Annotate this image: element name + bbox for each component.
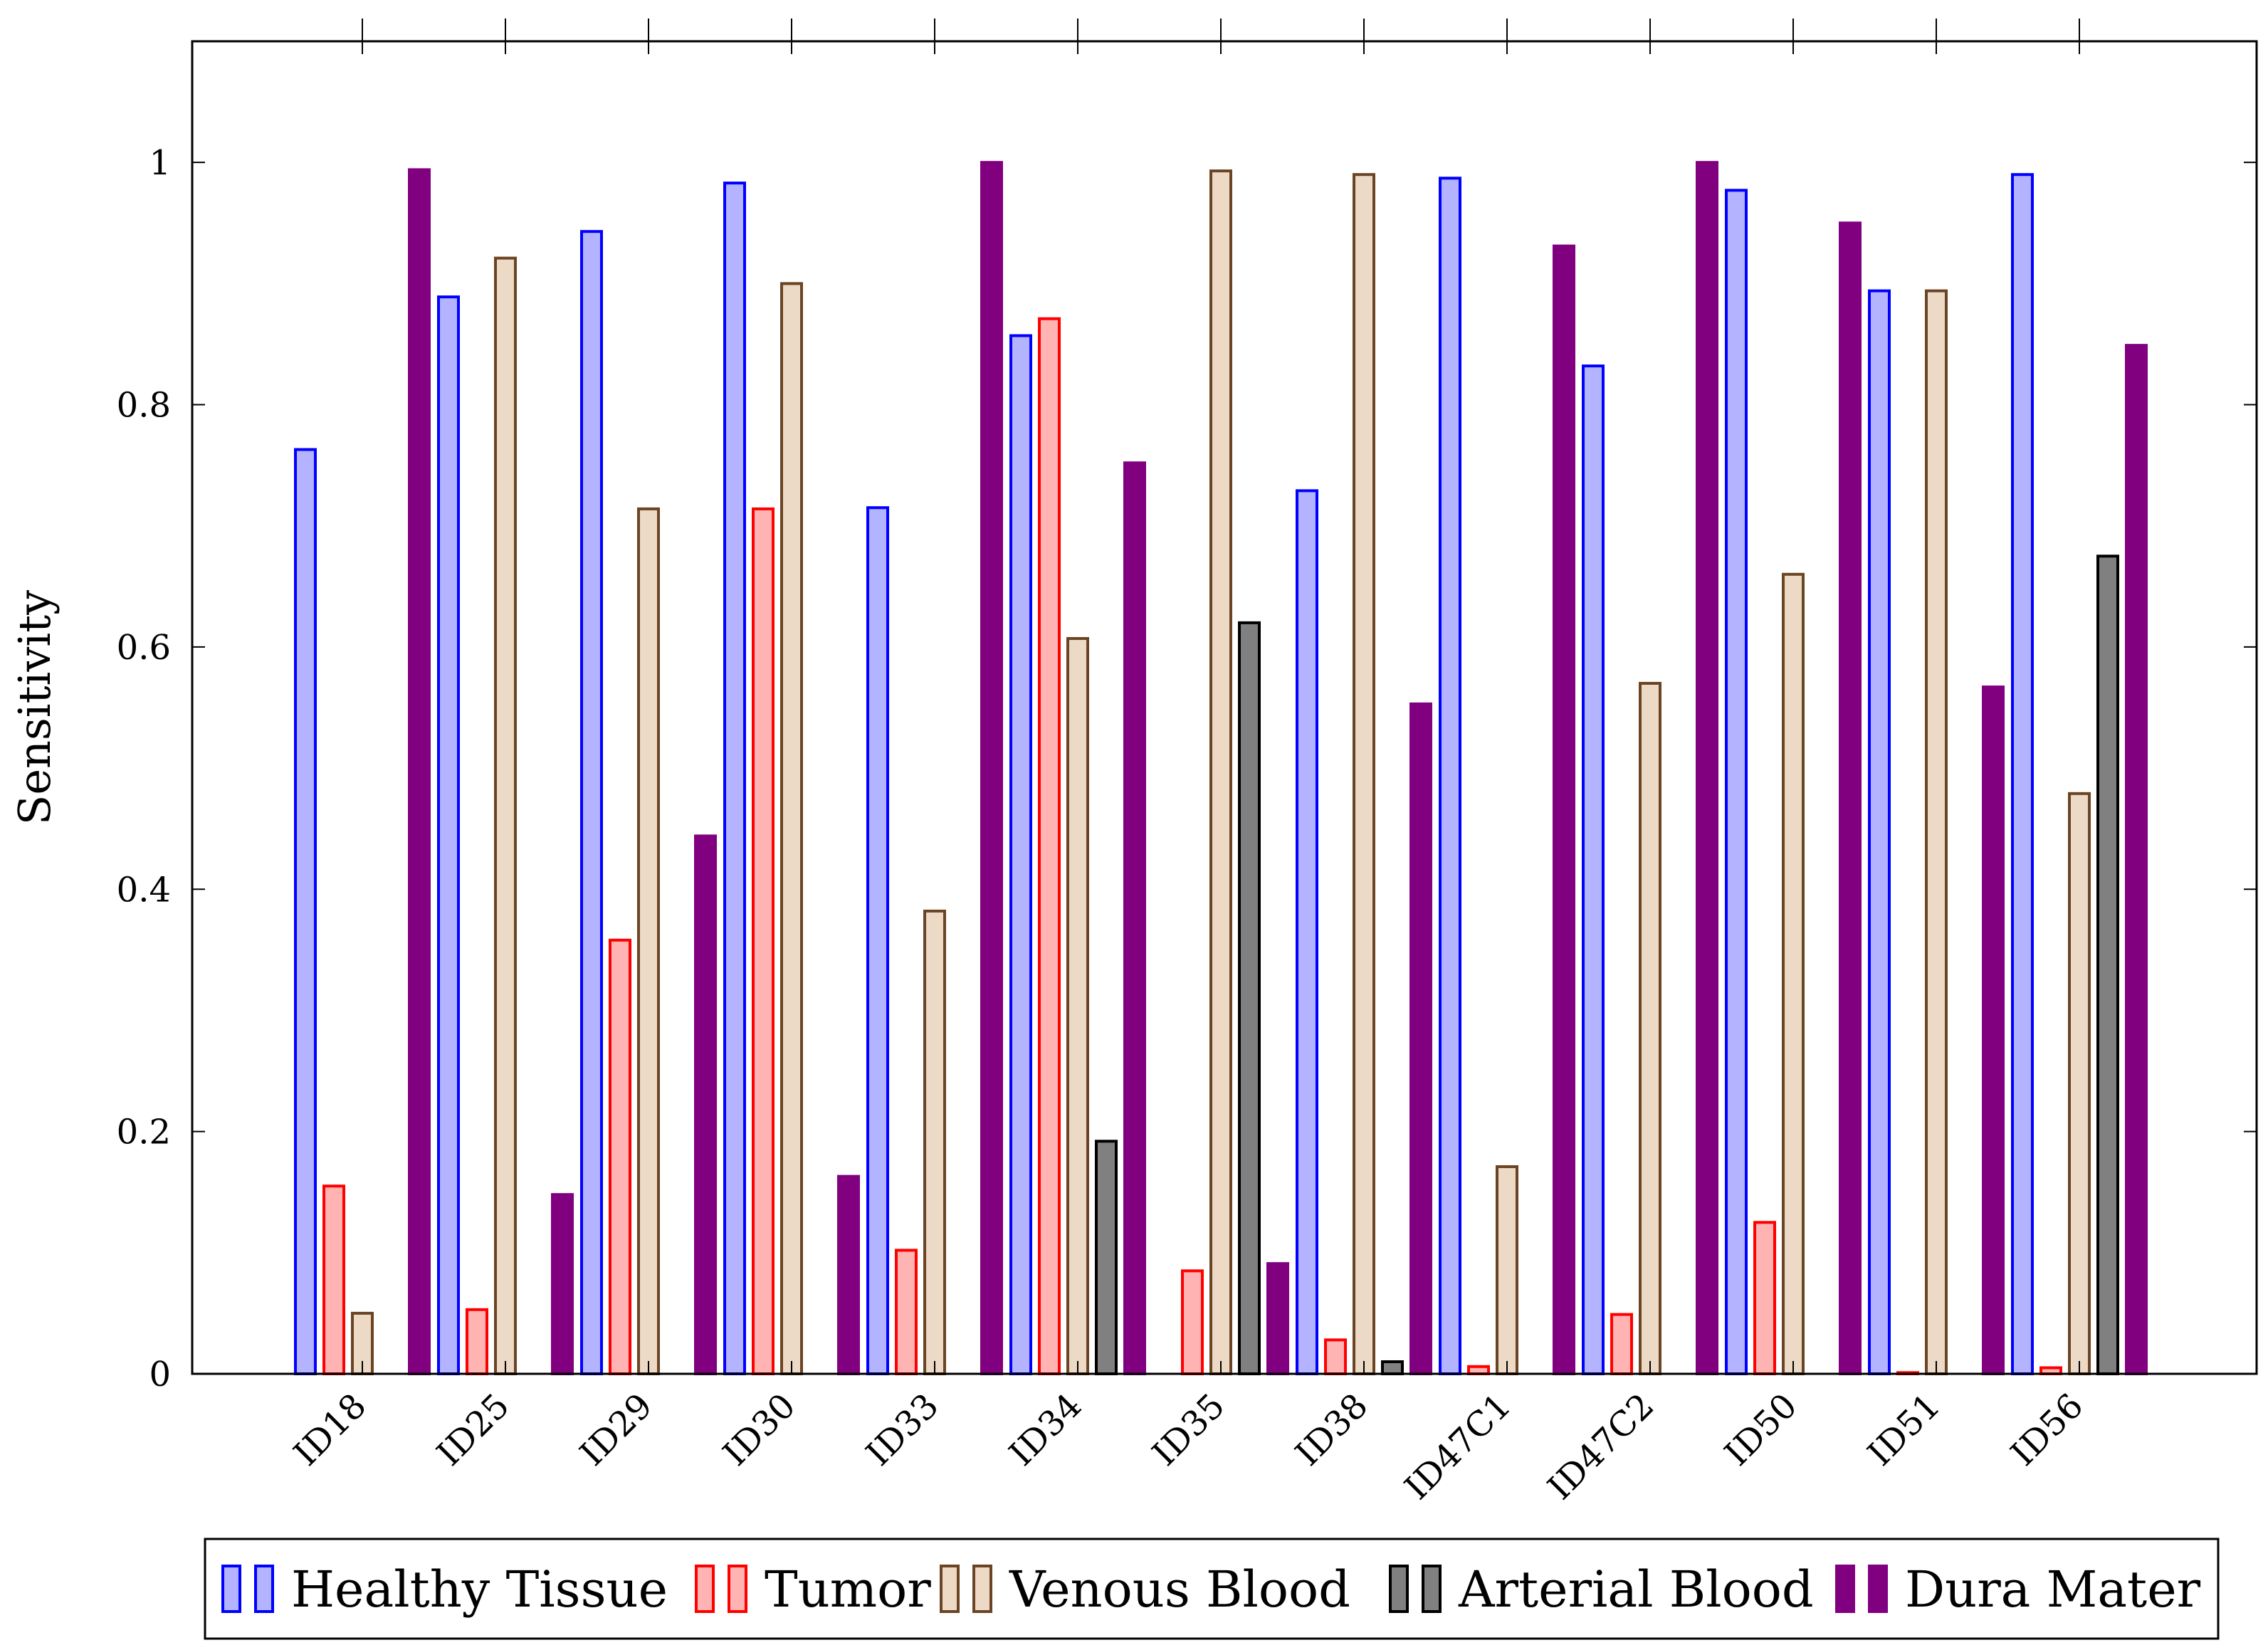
bar-tumor-id47c2 [1610,1313,1633,1376]
plot-area [191,40,2258,1375]
y-tick-label: 1 [149,143,171,183]
bar-healthy-tissue-id56 [2011,173,2034,1376]
bar-dura-mater-id34 [1123,461,1146,1375]
bar-healthy-tissue-id29 [580,230,603,1376]
bar-healthy-tissue-id34 [1009,334,1032,1375]
bar-venous-blood-id51 [1925,289,1948,1375]
legend-swatch-tumor [728,1565,747,1613]
legend-swatch-arterial-blood [1389,1565,1409,1613]
bar-arterial-blood-id56 [2096,555,2119,1375]
bar-healthy-tissue-id38 [1296,489,1318,1376]
bar-dura-mater-id25 [551,1193,574,1375]
bar-dura-mater-id56 [2125,344,2148,1375]
legend-swatch-venous-blood [972,1565,992,1613]
bar-dura-mater-id50 [1839,221,1862,1376]
bar-tumor-id33 [895,1249,918,1375]
y-axis-title: Sensitivity [9,590,61,825]
bar-dura-mater-id47c2 [1696,161,1718,1376]
bar-healthy-tissue-id47c1 [1439,177,1461,1376]
legend-swatch-healthy-tissue [254,1565,274,1613]
bar-healthy-tissue-id50 [1725,189,1748,1376]
bar-venous-blood-id29 [637,507,660,1375]
bar-venous-blood-id35 [1209,169,1232,1375]
y-tick-label: 0.2 [117,1113,171,1152]
bar-healthy-tissue-id25 [437,295,460,1376]
legend-swatch-tumor [695,1565,715,1613]
bar-arterial-blood-id35 [1238,621,1261,1376]
bar-venous-blood-id34 [1066,636,1089,1375]
bar-venous-blood-id33 [923,909,946,1375]
legend-swatch-arterial-blood [1422,1565,1442,1613]
legend-swatch-dura-mater [1868,1565,1888,1613]
bar-tumor-id34 [1038,317,1061,1376]
legend-label-arterial-blood: Arterial Blood [1458,1560,1814,1619]
bar-tumor-id47c1 [1467,1365,1490,1375]
y-tick-label: 0.8 [117,386,171,426]
bar-venous-blood-id38 [1353,173,1375,1376]
bar-venous-blood-id50 [1782,572,1805,1375]
bar-dura-mater-id35 [1266,1262,1289,1375]
y-tick-label: 0.6 [117,628,171,668]
bar-venous-blood-id56 [2068,792,2091,1375]
bar-dura-mater-id18 [408,168,431,1376]
legend-swatch-dura-mater [1835,1565,1855,1613]
bar-tumor-id25 [466,1308,488,1375]
bar-tumor-id50 [1753,1221,1776,1375]
bar-tumor-id29 [609,938,631,1376]
legend-swatch-healthy-tissue [221,1565,241,1613]
bar-healthy-tissue-id51 [1868,289,1891,1375]
bar-tumor-id30 [752,507,775,1375]
bar-healthy-tissue-id30 [723,182,746,1376]
bar-dura-mater-id29 [694,834,717,1375]
bar-venous-blood-id47c2 [1639,681,1661,1375]
bar-dura-mater-id47c1 [1553,244,1575,1375]
bar-healthy-tissue-id18 [294,448,317,1376]
bar-arterial-blood-id38 [1381,1360,1404,1375]
legend: Healthy Tissue Tumor Venous Blood Arterial … [204,1538,2220,1640]
legend-label-tumor: Tumor [765,1560,931,1619]
y-tick-label: 0.4 [117,870,171,910]
legend-label-venous-blood: Venous Blood [1009,1560,1350,1619]
bar-dura-mater-id30 [837,1175,860,1375]
bar-dura-mater-id38 [1409,702,1432,1375]
bar-healthy-tissue-id47c2 [1582,364,1605,1375]
bar-dura-mater-id33 [980,161,1003,1376]
bar-venous-blood-id30 [780,282,803,1375]
bar-healthy-tissue-id33 [866,506,889,1376]
legend-swatch-venous-blood [940,1565,960,1613]
bar-tumor-id18 [322,1184,345,1375]
bar-venous-blood-id25 [494,256,517,1375]
bar-tumor-id38 [1324,1338,1347,1376]
bar-arterial-blood-id34 [1095,1140,1118,1375]
legend-label-healthy-tissue: Healthy Tissue [291,1560,668,1619]
legend-label-dura-mater: Dura Mater [1905,1560,2201,1619]
bar-dura-mater-id51 [1982,685,2005,1375]
bar-tumor-id35 [1181,1269,1204,1375]
y-tick-label: 0 [149,1355,171,1394]
bar-venous-blood-id47c1 [1496,1165,1518,1376]
